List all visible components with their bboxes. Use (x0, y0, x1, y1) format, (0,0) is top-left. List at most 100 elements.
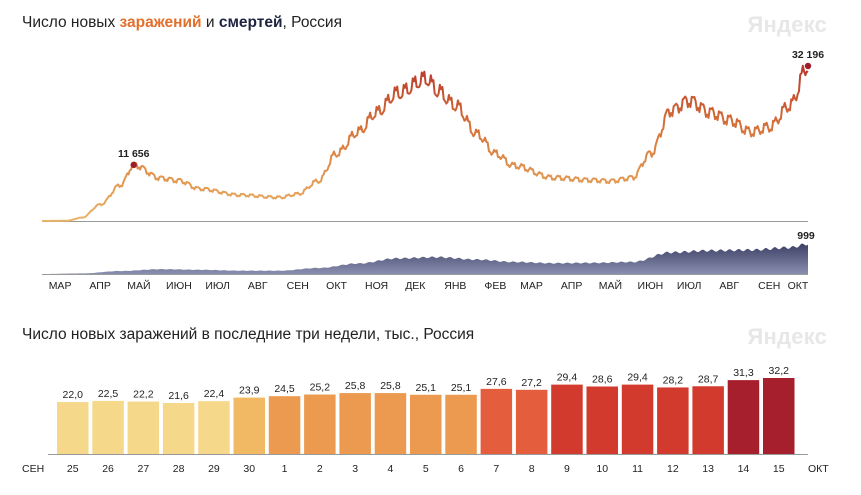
x-tick-label: АПР (89, 280, 110, 292)
bar-category-label: 30 (243, 463, 255, 475)
bar-value-label: 21,6 (168, 390, 189, 402)
bar-category-label: 4 (388, 463, 394, 475)
bar-value-label: 27,6 (486, 376, 507, 388)
bar (268, 396, 301, 454)
bar-category-label: 29 (208, 463, 220, 475)
bar-value-label: 29,4 (557, 372, 578, 384)
x-tick-label: ДЕК (405, 280, 426, 292)
bar-category-label: 5 (423, 463, 429, 475)
bar-category-label: 8 (529, 463, 535, 475)
bar-value-label: 22,5 (98, 388, 119, 400)
bar (551, 384, 583, 454)
bar-category-label: 27 (138, 463, 150, 475)
bar-month-end-label: ОКТ (808, 463, 829, 475)
yandex-logo: Яндекс (747, 12, 827, 37)
x-tick-label: МАР (520, 280, 543, 292)
bar-category-label: 7 (493, 463, 499, 475)
bar (162, 403, 195, 454)
x-tick-label: ИЮН (638, 280, 664, 292)
x-tick-label: МАЙ (599, 279, 622, 292)
bar-value-label: 28,7 (698, 373, 719, 385)
bar-value-label: 32,2 (769, 365, 790, 377)
bar (233, 397, 265, 454)
x-tick-label: ОКТ (788, 280, 809, 292)
bar (480, 388, 513, 454)
x-tick-label: ИЮН (166, 280, 192, 292)
deaths-peak-label: 999 (797, 230, 815, 242)
bar (763, 378, 795, 454)
chart1-title-infections: заражений (119, 14, 202, 31)
bar-value-label: 28,2 (663, 374, 684, 386)
bar-category-label: 3 (352, 463, 358, 475)
infections-series-line (42, 64, 809, 222)
bar (304, 394, 336, 454)
bar (198, 401, 230, 454)
bar-category-label: 28 (173, 463, 185, 475)
x-tick-label: НОЯ (365, 280, 388, 292)
bar-category-label: 9 (564, 463, 570, 475)
x-tick-label: ОКТ (326, 280, 347, 292)
bar-value-label: 25,1 (451, 382, 472, 394)
x-tick-label: ИЮЛ (205, 280, 230, 292)
bar-category-label: 1 (282, 463, 288, 475)
bar-month-start-label: СЕН (22, 463, 44, 475)
bar-value-label: 23,9 (239, 385, 260, 397)
bar-value-label: 29,4 (627, 372, 648, 384)
x-tick-label: МАР (49, 280, 72, 292)
bar-value-label: 31,3 (733, 367, 754, 379)
chart1-title: Число новых заражений и смертей, Россия (22, 14, 342, 32)
chart2-title: Число новых заражений в последние три не… (22, 326, 475, 343)
bar-value-label: 25,8 (380, 380, 401, 392)
yandex-logo: Яндекс (747, 324, 827, 349)
x-tick-label: АВГ (719, 280, 739, 292)
bar-category-label: 10 (596, 463, 608, 475)
infections-peak-label: 32 196 (792, 49, 824, 61)
chart1-title-deaths: смертей (218, 14, 283, 31)
bar (92, 400, 124, 454)
chart1-title-post: , Россия (282, 14, 342, 31)
bar-category-label: 25 (67, 463, 79, 475)
bar (57, 402, 89, 454)
x-tick-label: МАЙ (127, 279, 150, 292)
bar-value-label: 27,2 (521, 377, 542, 389)
deaths-series-area (42, 243, 808, 274)
bar-category-label: 15 (773, 463, 785, 475)
bar (445, 394, 477, 454)
x-tick-label: АПР (561, 280, 582, 292)
bar (586, 386, 618, 454)
x-tick-label: ЯНВ (444, 280, 466, 292)
bar (692, 386, 724, 454)
bar (339, 393, 371, 454)
bar-value-label: 25,2 (310, 382, 331, 394)
line-chart: 11 656 32 196 999 МАР АПР МАЙ ИЮН ИЮЛ АВГ СЕН ОКТ Н… (42, 49, 824, 292)
bar (621, 384, 654, 454)
bar-value-label: 25,1 (416, 382, 437, 394)
x-tick-label: ФЕВ (484, 280, 506, 292)
bar (657, 387, 689, 454)
bar-value-label: 25,8 (345, 380, 366, 392)
bar-category-label: 11 (632, 463, 643, 475)
x-tick-label: АВГ (248, 280, 268, 292)
x-tick-label: ИЮЛ (677, 280, 702, 292)
bar-category-label: 26 (102, 463, 114, 475)
bar-category-label: 2 (317, 463, 323, 475)
bar (515, 389, 548, 454)
bar-category-label: 14 (738, 463, 750, 475)
bar-value-label: 24,5 (274, 383, 295, 395)
bar (410, 394, 442, 454)
bar-chart: 22,02522,52622,22721,62822,42923,93024,5… (22, 365, 829, 475)
chart1-title-pre: Число новых (22, 14, 120, 31)
bar (127, 401, 160, 454)
bar-value-label: 22,2 (133, 389, 154, 401)
x-tick-label: СЕН (758, 280, 780, 292)
x-tick-label: СЕН (287, 280, 309, 292)
bar-value-label: 22,4 (204, 388, 225, 400)
bar-category-label: 12 (667, 463, 679, 475)
bar-value-label: 28,6 (592, 373, 613, 385)
infections-peak-dot (804, 62, 812, 70)
infections-peak-label: 11 656 (118, 148, 150, 160)
bar (374, 393, 407, 454)
chart1-title-mid: и (201, 14, 219, 31)
bar (727, 380, 760, 454)
